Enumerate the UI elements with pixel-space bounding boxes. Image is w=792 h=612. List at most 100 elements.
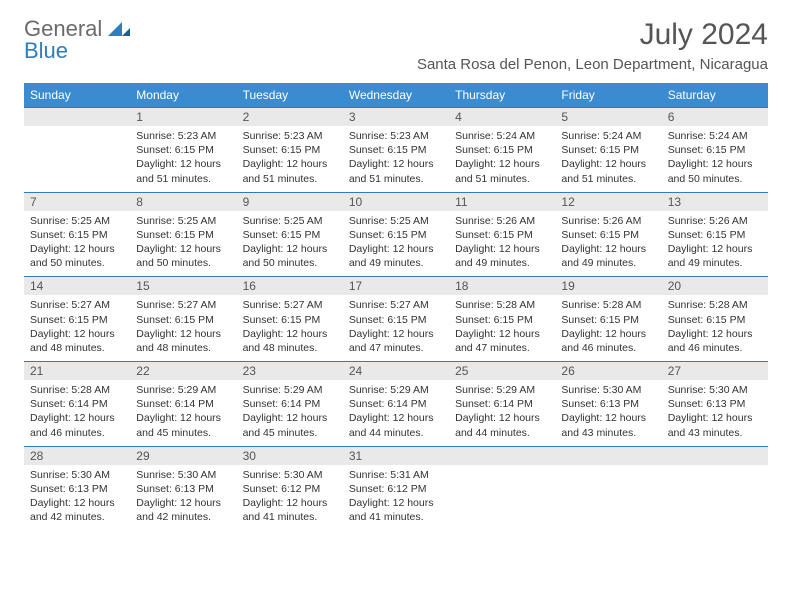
daylight-text: Daylight: 12 hours and 50 minutes.: [243, 242, 337, 270]
day-cell: 16Sunrise: 5:27 AMSunset: 6:15 PMDayligh…: [237, 277, 343, 362]
sunrise-text: Sunrise: 5:25 AM: [349, 214, 443, 228]
day-cell: 5Sunrise: 5:24 AMSunset: 6:15 PMDaylight…: [555, 108, 661, 193]
sunset-text: Sunset: 6:13 PM: [668, 397, 762, 411]
day-number: 10: [343, 193, 449, 211]
sunset-text: Sunset: 6:12 PM: [349, 482, 443, 496]
day-details: Sunrise: 5:23 AMSunset: 6:15 PMDaylight:…: [343, 126, 449, 192]
day-number: 30: [237, 447, 343, 465]
day-number: 9: [237, 193, 343, 211]
day-cell: 9Sunrise: 5:25 AMSunset: 6:15 PMDaylight…: [237, 192, 343, 277]
sunrise-text: Sunrise: 5:26 AM: [455, 214, 549, 228]
day-number: 8: [130, 193, 236, 211]
day-details: Sunrise: 5:25 AMSunset: 6:15 PMDaylight:…: [237, 211, 343, 277]
day-cell: 4Sunrise: 5:24 AMSunset: 6:15 PMDaylight…: [449, 108, 555, 193]
sunrise-text: Sunrise: 5:29 AM: [455, 383, 549, 397]
sunrise-text: Sunrise: 5:24 AM: [455, 129, 549, 143]
sunrise-text: Sunrise: 5:23 AM: [136, 129, 230, 143]
dayheader-thursday: Thursday: [449, 83, 555, 108]
sunrise-text: Sunrise: 5:26 AM: [668, 214, 762, 228]
day-details: Sunrise: 5:26 AMSunset: 6:15 PMDaylight:…: [662, 211, 768, 277]
day-number: 19: [555, 277, 661, 295]
day-details: Sunrise: 5:30 AMSunset: 6:13 PMDaylight:…: [555, 380, 661, 446]
day-details: Sunrise: 5:28 AMSunset: 6:15 PMDaylight:…: [555, 295, 661, 361]
daylight-text: Daylight: 12 hours and 48 minutes.: [30, 327, 124, 355]
sunset-text: Sunset: 6:15 PM: [243, 228, 337, 242]
day-cell: 24Sunrise: 5:29 AMSunset: 6:14 PMDayligh…: [343, 362, 449, 447]
sunrise-text: Sunrise: 5:30 AM: [30, 468, 124, 482]
day-cell: 21Sunrise: 5:28 AMSunset: 6:14 PMDayligh…: [24, 362, 130, 447]
sunset-text: Sunset: 6:15 PM: [349, 313, 443, 327]
day-number: 7: [24, 193, 130, 211]
sunset-text: Sunset: 6:15 PM: [455, 143, 549, 157]
sunrise-text: Sunrise: 5:24 AM: [668, 129, 762, 143]
day-cell: 22Sunrise: 5:29 AMSunset: 6:14 PMDayligh…: [130, 362, 236, 447]
dayheader-wednesday: Wednesday: [343, 83, 449, 108]
day-details: Sunrise: 5:27 AMSunset: 6:15 PMDaylight:…: [24, 295, 130, 361]
daylight-text: Daylight: 12 hours and 44 minutes.: [455, 411, 549, 439]
title-block: July 2024 Santa Rosa del Penon, Leon Dep…: [417, 18, 768, 73]
day-number: 23: [237, 362, 343, 380]
day-details: Sunrise: 5:30 AMSunset: 6:13 PMDaylight:…: [662, 380, 768, 446]
sunset-text: Sunset: 6:15 PM: [668, 143, 762, 157]
week-row: 28Sunrise: 5:30 AMSunset: 6:13 PMDayligh…: [24, 446, 768, 530]
calendar-body: 1Sunrise: 5:23 AMSunset: 6:15 PMDaylight…: [24, 108, 768, 531]
week-row: 14Sunrise: 5:27 AMSunset: 6:15 PMDayligh…: [24, 277, 768, 362]
daylight-text: Daylight: 12 hours and 47 minutes.: [455, 327, 549, 355]
day-details: Sunrise: 5:27 AMSunset: 6:15 PMDaylight:…: [237, 295, 343, 361]
day-cell: 8Sunrise: 5:25 AMSunset: 6:15 PMDaylight…: [130, 192, 236, 277]
week-row: 7Sunrise: 5:25 AMSunset: 6:15 PMDaylight…: [24, 192, 768, 277]
day-cell: 30Sunrise: 5:30 AMSunset: 6:12 PMDayligh…: [237, 446, 343, 530]
sunrise-text: Sunrise: 5:31 AM: [349, 468, 443, 482]
day-number: 14: [24, 277, 130, 295]
sunrise-text: Sunrise: 5:27 AM: [30, 298, 124, 312]
sunset-text: Sunset: 6:15 PM: [561, 313, 655, 327]
day-cell: 27Sunrise: 5:30 AMSunset: 6:13 PMDayligh…: [662, 362, 768, 447]
day-cell: 25Sunrise: 5:29 AMSunset: 6:14 PMDayligh…: [449, 362, 555, 447]
page-header: General Blue July 2024 Santa Rosa del Pe…: [24, 18, 768, 73]
sunset-text: Sunset: 6:15 PM: [136, 313, 230, 327]
day-cell: 19Sunrise: 5:28 AMSunset: 6:15 PMDayligh…: [555, 277, 661, 362]
sunrise-text: Sunrise: 5:30 AM: [136, 468, 230, 482]
sunrise-text: Sunrise: 5:28 AM: [455, 298, 549, 312]
sunset-text: Sunset: 6:15 PM: [455, 228, 549, 242]
day-details: Sunrise: 5:28 AMSunset: 6:15 PMDaylight:…: [662, 295, 768, 361]
day-cell: 29Sunrise: 5:30 AMSunset: 6:13 PMDayligh…: [130, 446, 236, 530]
day-cell: 15Sunrise: 5:27 AMSunset: 6:15 PMDayligh…: [130, 277, 236, 362]
day-details: Sunrise: 5:30 AMSunset: 6:13 PMDaylight:…: [24, 465, 130, 531]
day-details: Sunrise: 5:23 AMSunset: 6:15 PMDaylight:…: [237, 126, 343, 192]
day-cell: 26Sunrise: 5:30 AMSunset: 6:13 PMDayligh…: [555, 362, 661, 447]
day-details: Sunrise: 5:29 AMSunset: 6:14 PMDaylight:…: [449, 380, 555, 446]
daylight-text: Daylight: 12 hours and 48 minutes.: [243, 327, 337, 355]
daylight-text: Daylight: 12 hours and 42 minutes.: [30, 496, 124, 524]
sunrise-text: Sunrise: 5:25 AM: [243, 214, 337, 228]
day-number: 18: [449, 277, 555, 295]
sunset-text: Sunset: 6:15 PM: [243, 313, 337, 327]
day-cell: 12Sunrise: 5:26 AMSunset: 6:15 PMDayligh…: [555, 192, 661, 277]
day-details: Sunrise: 5:23 AMSunset: 6:15 PMDaylight:…: [130, 126, 236, 192]
sunset-text: Sunset: 6:14 PM: [455, 397, 549, 411]
daylight-text: Daylight: 12 hours and 41 minutes.: [349, 496, 443, 524]
day-number: 13: [662, 193, 768, 211]
daylight-text: Daylight: 12 hours and 51 minutes.: [349, 157, 443, 185]
daylight-text: Daylight: 12 hours and 45 minutes.: [243, 411, 337, 439]
day-cell: 1Sunrise: 5:23 AMSunset: 6:15 PMDaylight…: [130, 108, 236, 193]
month-title: July 2024: [417, 18, 768, 52]
sunset-text: Sunset: 6:14 PM: [349, 397, 443, 411]
day-cell: 13Sunrise: 5:26 AMSunset: 6:15 PMDayligh…: [662, 192, 768, 277]
day-cell: 28Sunrise: 5:30 AMSunset: 6:13 PMDayligh…: [24, 446, 130, 530]
sunrise-text: Sunrise: 5:30 AM: [243, 468, 337, 482]
daylight-text: Daylight: 12 hours and 51 minutes.: [136, 157, 230, 185]
sunset-text: Sunset: 6:15 PM: [136, 143, 230, 157]
daylight-text: Daylight: 12 hours and 44 minutes.: [349, 411, 443, 439]
day-number: 3: [343, 108, 449, 126]
day-cell: 23Sunrise: 5:29 AMSunset: 6:14 PMDayligh…: [237, 362, 343, 447]
day-number: 11: [449, 193, 555, 211]
day-cell: 6Sunrise: 5:24 AMSunset: 6:15 PMDaylight…: [662, 108, 768, 193]
sunset-text: Sunset: 6:15 PM: [136, 228, 230, 242]
day-number: 24: [343, 362, 449, 380]
sunset-text: Sunset: 6:15 PM: [561, 143, 655, 157]
day-number: 22: [130, 362, 236, 380]
daylight-text: Daylight: 12 hours and 43 minutes.: [561, 411, 655, 439]
dayheader-friday: Friday: [555, 83, 661, 108]
day-details: Sunrise: 5:29 AMSunset: 6:14 PMDaylight:…: [343, 380, 449, 446]
